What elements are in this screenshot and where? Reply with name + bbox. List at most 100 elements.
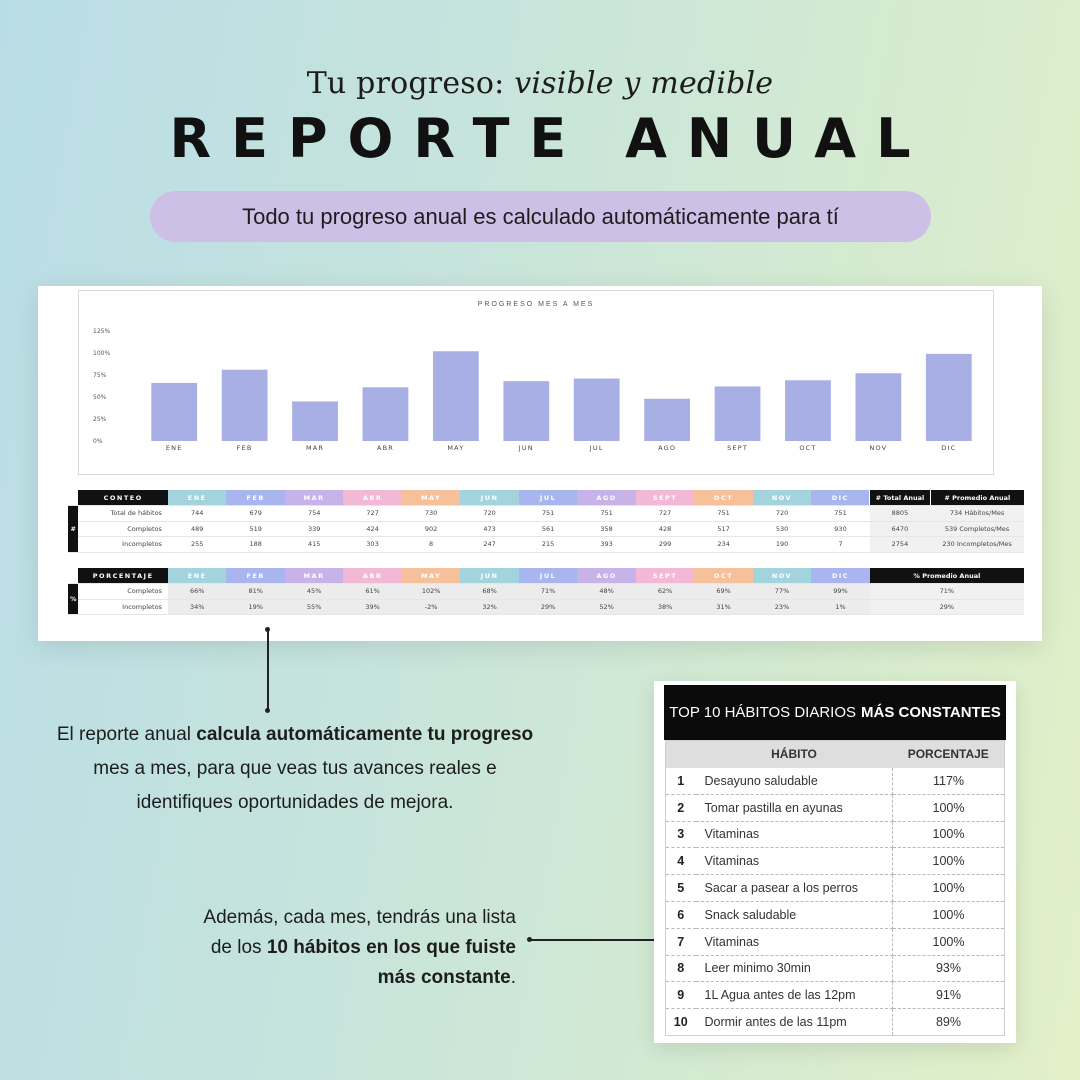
month-header: OCT <box>694 568 753 584</box>
table-cell: 561 <box>518 521 578 537</box>
top10-description: Además, cada mes, tendrás una lista de l… <box>203 907 516 988</box>
page-header: Tu progreso: visible y medible REPORTE A… <box>0 66 1080 170</box>
table-cell: 751 <box>811 505 870 522</box>
list-item: 6 Snack saludable 100% <box>665 901 1005 929</box>
table-cell: 45% <box>284 583 344 600</box>
habit-name: Tomar pastilla en ayunas <box>695 794 893 822</box>
rank-number: 5 <box>665 874 696 902</box>
total-header: # Total Anual <box>869 490 931 506</box>
top10-habits-card: TOP 10 HÁBITOS DIARIOS MÁS CONSTANTES HÁB… <box>654 681 1016 1043</box>
month-header: MAR <box>284 568 344 584</box>
chart-svg: 125% 100% 75% 50% 25% 0% ENE FEB MAR ABR MAY JUN JUL… <box>93 328 972 452</box>
list-item: 10 Dormir antes de las 11pm 89% <box>665 1008 1005 1036</box>
bar-ago <box>644 398 691 441</box>
table-cell: 66% <box>167 583 227 600</box>
x-tick-label: ENE <box>166 444 183 452</box>
conteo-header: CONTEO <box>78 490 168 506</box>
rank-number: 8 <box>665 955 696 983</box>
table-cell: 730 <box>401 505 461 522</box>
month-header: MAY <box>401 490 461 506</box>
table-cell: 188 <box>226 536 285 553</box>
subtitle: Tu progreso: visible y medible <box>306 66 774 101</box>
table-cell: 68% <box>460 583 519 600</box>
table-row: Incompletos 34% 19% 55% 39% -2% 32% 29% 52% 38% 31… <box>68 599 1024 615</box>
month-header: JUL <box>518 568 578 584</box>
table-row: Completos 489 519 339 424 902 473 561 358 428 517 5… <box>68 521 1024 537</box>
table-header-row: HÁBITO PORCENTAJE <box>665 740 1005 768</box>
month-header: OCT <box>694 490 753 506</box>
x-tick-label: ABR <box>377 444 394 452</box>
table-cell: 29% <box>518 599 578 615</box>
table-cell: 19% <box>226 599 285 615</box>
chart-title: PROGRESO MES A MES <box>477 301 595 308</box>
y-tick-label: 50% <box>93 394 107 401</box>
pct-avg-header: % Promedio Anual <box>869 568 1024 584</box>
x-tick-label: MAY <box>447 444 464 452</box>
table-cell: 902 <box>401 521 461 537</box>
list-item: 9 1L Agua antes de las 12pm 91% <box>665 981 1005 1010</box>
habit-percentage: 117% <box>892 767 1005 795</box>
table-cell: 8 <box>401 536 461 553</box>
row-label: Completos <box>78 583 168 600</box>
table-row: % Completos 66% 81% 45% 61% 102% 68% 71% 48% 62% 69… <box>68 583 1024 615</box>
x-tick-label: NOV <box>869 444 887 452</box>
habit-percentage: 100% <box>892 874 1005 902</box>
table-cell: 102% <box>401 583 461 600</box>
month-header: FEB <box>226 490 285 506</box>
avg-header: # Promedio Anual <box>929 490 1024 506</box>
month-header: ENE <box>167 568 227 584</box>
habit-percentage: 89% <box>892 1008 1005 1036</box>
row-label: Completos <box>78 521 168 537</box>
bar-mar <box>292 401 338 441</box>
table-cell: -2% <box>401 599 461 615</box>
bar-jun <box>503 381 550 441</box>
table-cell: 31% <box>694 599 753 615</box>
corner-cell <box>68 490 79 506</box>
annual-report-sheet: PROGRESO MES A MES 125% 100% 75% 50% 25% 0% EN… <box>38 286 1042 641</box>
month-header: JUL <box>518 490 578 506</box>
tagline-pill: Todo tu progreso anual es calculado auto… <box>150 191 931 242</box>
bar-oct <box>785 380 831 441</box>
table-cell: 38% <box>635 599 695 615</box>
list-item: 5 Sacar a pasear a los perros 100% <box>665 874 1005 902</box>
table-cell: 81% <box>226 583 285 600</box>
habit-name: Desayuno saludable <box>695 767 893 795</box>
table-header-row: CONTEO ENE FEB MAR ABR MAY JUN JUL AGO SEPT OCT NOV… <box>68 490 1024 506</box>
row-label: Total de hábitos <box>78 505 168 522</box>
habit-percentage: 100% <box>892 794 1005 822</box>
habit-name: Vitaminas <box>695 928 893 956</box>
table-cell: 99% <box>811 583 870 600</box>
table-cell: 727 <box>343 505 402 522</box>
table-cell: 744 <box>167 505 227 522</box>
bar-jul <box>573 378 620 441</box>
rank-number: 2 <box>665 794 696 822</box>
habit-percentage: 100% <box>892 847 1005 876</box>
avg-cell: 29% <box>869 599 1024 615</box>
x-tick-label: OCT <box>799 444 816 452</box>
list-item: 7 Vitaminas 100% <box>665 928 1005 956</box>
list-item: 8 Leer minimo 30min 93% <box>665 955 1005 983</box>
month-header: NOV <box>752 490 812 506</box>
month-header: DIC <box>811 568 870 584</box>
month-header: SEPT <box>635 568 695 584</box>
table-cell: 247 <box>460 536 519 553</box>
y-tick-label: 25% <box>93 416 107 423</box>
rank-number: 9 <box>665 981 696 1010</box>
table-cell: 930 <box>811 521 870 537</box>
rank-number: 4 <box>665 847 696 876</box>
habit-percentage: 93% <box>892 955 1005 983</box>
x-tick-label: DIC <box>941 444 956 452</box>
monthly-progress-chart: PROGRESO MES A MES 125% 100% 75% 50% 25% 0% EN… <box>78 290 994 475</box>
corner-cell <box>68 568 79 584</box>
y-tick-label: 75% <box>93 372 107 379</box>
connector-line-2 <box>530 939 665 941</box>
table-cell: 255 <box>167 536 227 553</box>
porcentaje-table: PORCENTAJE ENE FEB MAR ABR MAY JUN JUL AGO SEPT OC… <box>68 568 1024 615</box>
bar-dic <box>925 353 972 441</box>
month-header: JUN <box>460 568 519 584</box>
table-row: Incompletos 255 188 415 303 8 247 215 393 299 234 1… <box>68 536 1024 553</box>
table-cell: 34% <box>167 599 227 615</box>
table-cell: 62% <box>635 583 695 600</box>
habit-name: Snack saludable <box>695 901 893 929</box>
pct-col-header: PORCENTAJE <box>892 740 1005 768</box>
